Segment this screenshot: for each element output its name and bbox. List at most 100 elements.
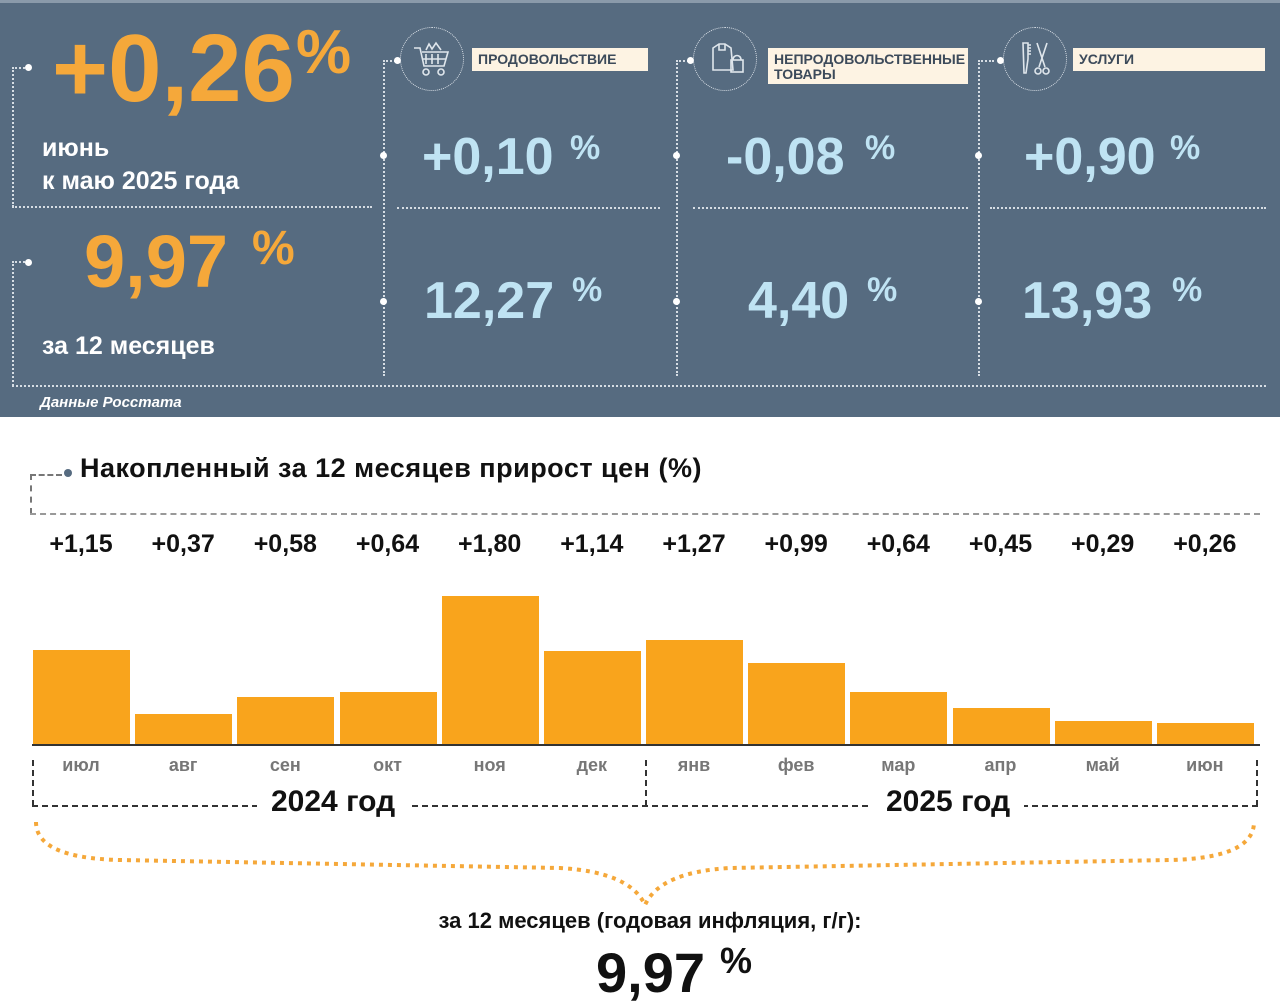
- monthly-value: +0,26: [52, 15, 295, 122]
- value-label: +0,99: [764, 530, 828, 558]
- divider: [693, 207, 968, 209]
- bullet-dot: [64, 469, 72, 477]
- bar-дек: [543, 650, 641, 745]
- shopping-cart-icon: [400, 27, 464, 91]
- month-label: мар: [881, 755, 916, 775]
- clothing-bag-icon: [693, 27, 757, 91]
- month-label: авг: [168, 755, 198, 775]
- bullet-dot: [673, 298, 680, 305]
- bar-июн: [1156, 723, 1254, 745]
- divider: [12, 385, 1266, 387]
- food-monthly-value: +0,10: [422, 128, 554, 186]
- connector-line: [12, 67, 28, 207]
- value-label: +0,64: [355, 530, 420, 558]
- chart-title: Накопленный за 12 месяцев прирост цен (%…: [80, 453, 702, 483]
- pct-sign: %: [1170, 129, 1201, 167]
- bullet-dot: [394, 57, 401, 64]
- bar-апр: [952, 707, 1050, 745]
- connector-line: [383, 60, 399, 62]
- pct-sign: %: [1172, 271, 1203, 309]
- pct-sign: %: [572, 271, 603, 309]
- category-label-food: ПРОДОВОЛЬСТВИЕ: [472, 48, 648, 71]
- connector-line: [978, 60, 994, 62]
- divider: [990, 207, 1266, 209]
- annual-brace: [34, 821, 1256, 910]
- footer-label: за 12 месяцев (годовая инфляция, г/г):: [438, 908, 862, 933]
- annual-pct: %: [252, 222, 295, 275]
- bar-авг: [135, 714, 233, 745]
- pct-sign: %: [865, 129, 896, 167]
- group-bracket: [645, 760, 647, 806]
- divider: [397, 207, 660, 209]
- bar-янв: [646, 639, 744, 745]
- value-label: +0,37: [151, 530, 215, 558]
- value-label: +0,45: [968, 530, 1033, 558]
- comb-scissors-icon: [1003, 27, 1067, 91]
- bullet-dot: [997, 57, 1004, 64]
- group-bracket: [1256, 760, 1258, 806]
- month-label: июн: [1186, 755, 1224, 775]
- bullet-dot: [25, 64, 32, 71]
- month-label: апр: [984, 755, 1017, 775]
- connector-line: [676, 60, 692, 62]
- month-label: дек: [576, 755, 608, 775]
- pct-sign: %: [867, 271, 898, 309]
- pct-sign: %: [570, 129, 601, 167]
- bar-сен: [237, 696, 335, 745]
- bar-фев: [748, 663, 846, 745]
- month-label: фев: [777, 755, 815, 775]
- bar-мар: [850, 692, 948, 745]
- bar-окт: [339, 692, 437, 745]
- column-line: [676, 60, 678, 376]
- nonfood-monthly-value: -0,08: [726, 128, 845, 186]
- x-axis: [32, 744, 1260, 746]
- column-line: [383, 60, 385, 376]
- summary-panel: +0,26 % июнь к маю 2025 года 9,97 % за 1…: [0, 0, 1280, 417]
- bullet-dot: [687, 57, 694, 64]
- category-label-text: НЕПРОДОВОЛЬСТВЕННЫЕ ТОВАРЫ: [774, 51, 966, 82]
- group-bracket: [32, 760, 34, 806]
- month-label: окт: [373, 755, 402, 775]
- year-label-2025: 2025 год: [872, 785, 1025, 819]
- bullet-dot: [380, 298, 387, 305]
- year-label-2024: 2024 год: [257, 785, 410, 819]
- food-annual-value: 12,27: [424, 272, 555, 330]
- value-label: +1,14: [560, 530, 624, 558]
- title-divider: [30, 513, 1260, 515]
- value-label: +1,27: [662, 530, 726, 558]
- annual-label: за 12 месяцев: [42, 332, 215, 360]
- group-bracket: [32, 805, 1258, 807]
- connector-line: [12, 261, 28, 386]
- footer-value: 9,97: [596, 941, 705, 1004]
- bar-ноя: [441, 596, 539, 745]
- divider: [12, 206, 372, 208]
- category-label-nonfood: НЕПРОДОВОЛЬСТВЕННЫЕ ТОВАРЫ: [768, 48, 968, 84]
- monthly-label-1: июнь: [42, 134, 110, 162]
- source-note: Данные Росстата: [40, 394, 182, 411]
- bar-май: [1054, 720, 1152, 745]
- bullet-dot: [673, 152, 680, 159]
- value-label: +0,26: [1173, 530, 1237, 558]
- month-label: май: [1085, 755, 1120, 775]
- month-label: июл: [62, 755, 100, 775]
- title-connector: [30, 474, 32, 514]
- annual-value: 9,97: [84, 220, 229, 303]
- bar-июл: [33, 649, 131, 745]
- nonfood-annual-value: 4,40: [748, 272, 850, 330]
- month-label: сен: [269, 755, 301, 775]
- services-monthly-value: +0,90: [1024, 128, 1156, 186]
- bullet-dot: [25, 259, 32, 266]
- monthly-label-2: к маю 2025 года: [42, 167, 240, 195]
- bullet-dot: [380, 152, 387, 159]
- value-label: +0,64: [866, 530, 930, 558]
- footer-pct: %: [720, 940, 753, 981]
- value-label: +0,58: [253, 530, 317, 558]
- title-connector: [30, 474, 62, 476]
- bullet-dot: [975, 298, 982, 305]
- month-label: ноя: [473, 755, 506, 775]
- value-label: +1,80: [458, 530, 522, 558]
- column-line: [978, 60, 980, 376]
- monthly-pct: %: [296, 18, 352, 87]
- category-label-services: УСЛУГИ: [1073, 48, 1265, 71]
- month-label: янв: [677, 755, 711, 775]
